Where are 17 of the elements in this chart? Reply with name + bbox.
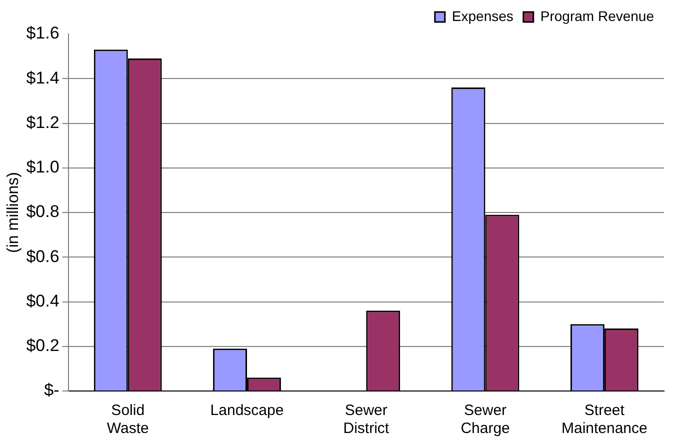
y-tick-label: $1.4: [26, 68, 60, 88]
x-tick-label: Sewer District: [343, 402, 390, 438]
y-tick-label: $0.8: [26, 202, 60, 222]
legend-label: Expenses: [452, 8, 514, 24]
y-tick-label: $1.2: [26, 112, 60, 132]
x-tick-label: Solid Waste: [106, 402, 149, 438]
y-axis-title: (in millions): [5, 172, 22, 253]
y-tick-label: $0.4: [26, 291, 60, 310]
y-tick-label: $1.6: [26, 24, 60, 43]
legend-label: Program Revenue: [540, 8, 654, 24]
y-tick-label: $-: [44, 380, 60, 400]
y-tick-label: $0.2: [26, 336, 60, 356]
y-tick-label: $0.6: [26, 246, 60, 266]
x-tick-label: Sewer Charge: [460, 402, 510, 438]
y-tick-label: $1.0: [26, 158, 60, 177]
x-tick-label: Landscape: [210, 402, 284, 420]
x-tick-label: Street Maintenance: [561, 402, 648, 438]
